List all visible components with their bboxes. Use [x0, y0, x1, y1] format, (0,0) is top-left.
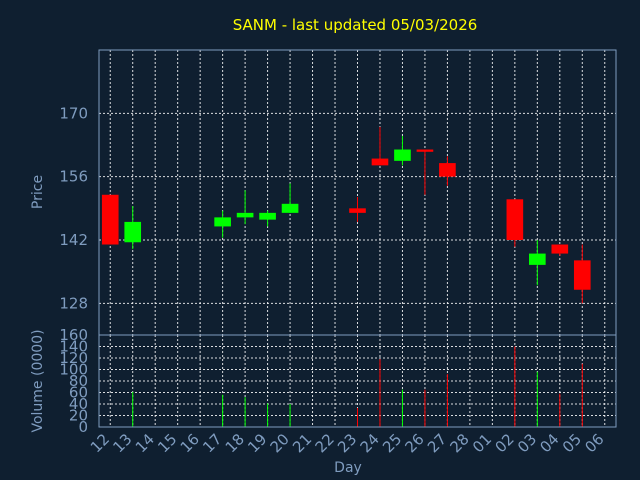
candle-02 [506, 199, 524, 247]
candle-body [101, 194, 119, 245]
chart-title: SANM - last updated 05/03/2026 [233, 16, 478, 34]
volume-axis-label: Volume (0000) [30, 329, 46, 432]
volume-tick-label: 0 [78, 418, 88, 436]
candle-body [394, 149, 411, 161]
candle-13 [124, 206, 142, 250]
candle-body [551, 244, 569, 254]
volume-tick-label: 80 [69, 372, 88, 390]
candle-body [349, 208, 366, 213]
candle-18 [236, 190, 254, 225]
candle-body [371, 158, 389, 166]
candle-24 [371, 126, 389, 166]
volume-tick-label: 120 [59, 349, 88, 367]
candle-26 [416, 149, 434, 195]
candle-body [259, 212, 276, 220]
candle-body [281, 203, 299, 213]
volume-tick-label: 140 [59, 338, 88, 356]
volume-plot-frame [98, 334, 617, 428]
candles [101, 126, 591, 304]
candle-12 [101, 194, 119, 245]
candle-body [124, 221, 142, 243]
volume-tick-label: 20 [69, 407, 88, 425]
candle-27 [439, 156, 456, 186]
price-tick-label: 128 [59, 294, 88, 312]
candle-body [236, 212, 254, 218]
volume-tick-label: 60 [69, 384, 88, 402]
volume-tick-label: 100 [59, 361, 88, 379]
x-axis-ticks: 1213141516171819202122232425262728010203… [87, 430, 608, 456]
volume-tick-label: 160 [59, 326, 88, 344]
price-axis-label: Price [30, 175, 46, 209]
candle-23 [349, 197, 366, 222]
candle-body [439, 163, 456, 177]
price-axis-ticks: 128 142 156 170 [59, 104, 88, 312]
candle-17 [214, 210, 231, 238]
candle-body [529, 253, 546, 265]
candle-19 [259, 210, 276, 227]
candle-body [573, 260, 591, 290]
candle-25 [394, 135, 411, 166]
price-tick-label: 170 [59, 104, 88, 122]
candle-04 [551, 244, 569, 256]
candle-05 [573, 244, 591, 304]
candle-20 [281, 183, 299, 213]
x-axis-label: Day [334, 460, 362, 476]
volume-bars [132, 346, 583, 427]
candle-body [214, 217, 231, 227]
volume-tick-label: 40 [69, 395, 88, 413]
candle-body [416, 149, 434, 152]
candle-03 [529, 240, 546, 286]
price-tick-label: 156 [59, 168, 88, 186]
price-tick-label: 142 [59, 231, 88, 249]
candle-body [506, 199, 524, 240]
